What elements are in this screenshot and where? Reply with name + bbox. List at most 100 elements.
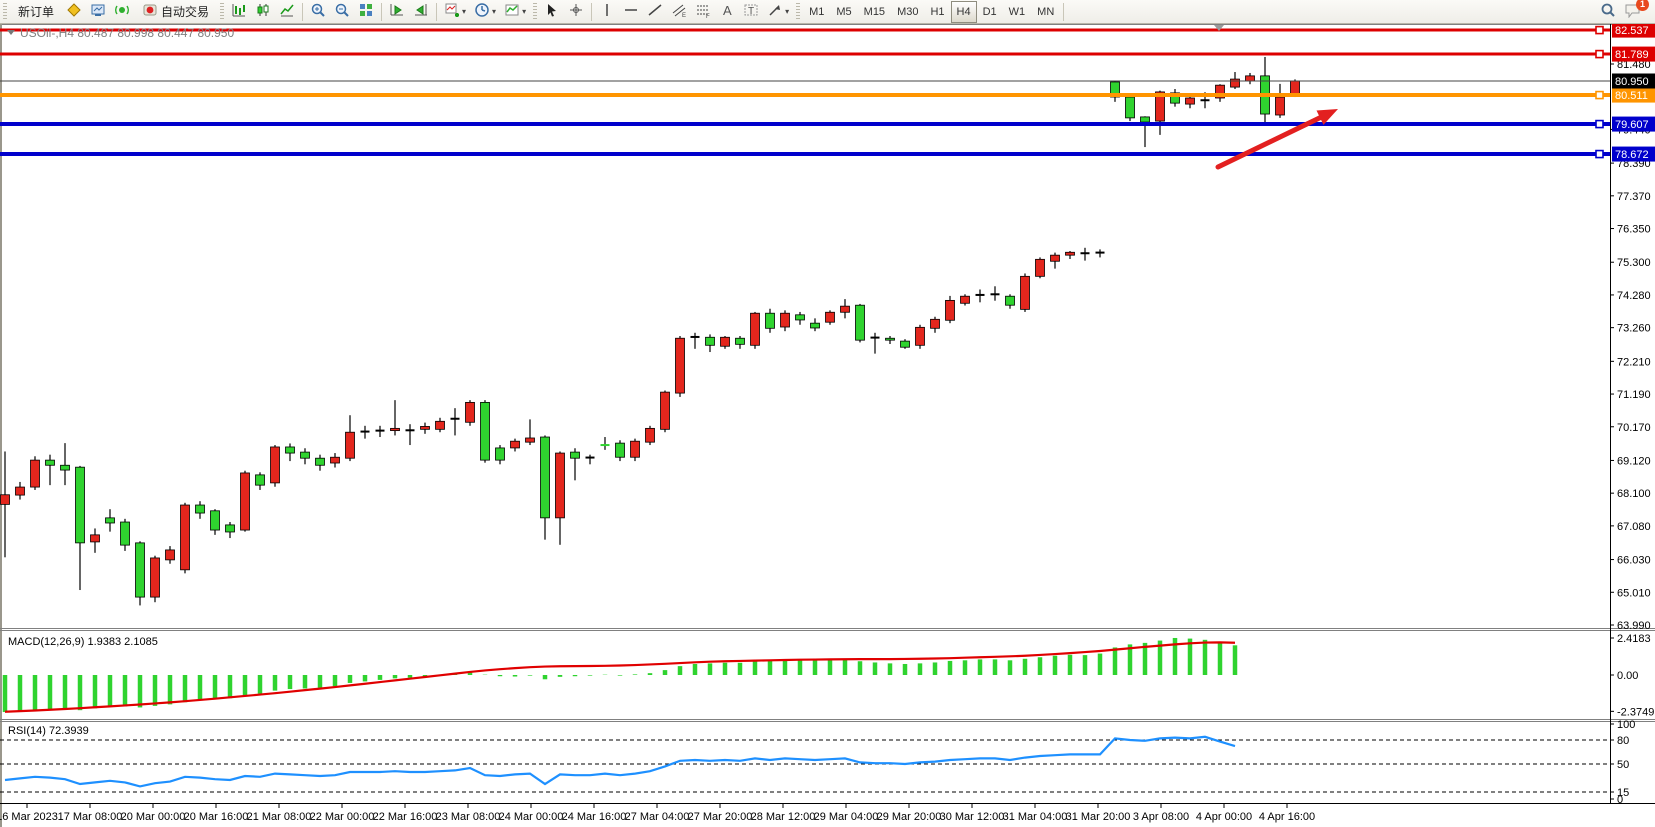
candle-body <box>525 437 535 443</box>
chart-shift-marker[interactable] <box>1214 25 1224 31</box>
arrows-button[interactable]: ▾ <box>764 1 792 23</box>
candle <box>270 445 280 487</box>
level-line-anchor[interactable] <box>1595 25 1604 35</box>
templates-button[interactable]: ▾ <box>501 1 529 23</box>
crosshair-icon <box>568 2 584 21</box>
timeframe-h1-button[interactable]: H1 <box>930 5 945 18</box>
history-center-button[interactable] <box>63 1 85 23</box>
fibonacci-button[interactable]: F <box>692 1 714 23</box>
candle-body <box>615 442 625 458</box>
line-chart-button[interactable] <box>276 1 298 23</box>
candle <box>570 448 580 481</box>
candlestick-icon <box>255 2 271 21</box>
arrow-shaft <box>1215 112 1328 170</box>
chart-shift-icon <box>413 2 429 21</box>
candle-body <box>30 459 40 488</box>
cursor-button[interactable] <box>541 1 563 23</box>
trendline-icon <box>647 2 663 21</box>
candle <box>1020 273 1030 312</box>
candle <box>15 481 25 500</box>
trendline-button[interactable] <box>644 1 666 23</box>
level-line-anchor[interactable] <box>1595 119 1604 129</box>
dropdown-caret-icon: ▾ <box>492 7 497 16</box>
notifications-button[interactable]: 1 <box>1621 0 1649 23</box>
candle-body <box>60 464 70 471</box>
candle-body <box>1125 96 1135 119</box>
crosshair-button[interactable] <box>565 1 587 23</box>
channel-button[interactable]: E <box>668 1 690 23</box>
timeframe-m5-button[interactable]: M5 <box>836 5 852 18</box>
candle <box>600 437 610 450</box>
candle-body <box>195 504 205 514</box>
timeframe-h4-button[interactable]: H4 <box>950 0 977 23</box>
candle-body <box>810 322 820 329</box>
candle <box>315 454 325 471</box>
macd-signal-line <box>4 641 1236 713</box>
candle-body <box>165 549 175 561</box>
level-price-label-box <box>1612 22 1655 38</box>
candle-body <box>1245 75 1255 82</box>
price-axis-tick-label: 71.190 <box>1617 389 1651 401</box>
periods-button[interactable]: ▾ <box>471 1 499 23</box>
price-axis-tick-label: 68.100 <box>1617 488 1651 500</box>
candle <box>135 541 145 606</box>
candle-body <box>1020 275 1030 310</box>
time-axis-label: 20 Mar 16:00 <box>184 811 249 823</box>
tile-windows-button[interactable] <box>355 1 377 23</box>
candle <box>615 440 625 462</box>
timeframe-m1-button[interactable]: M1 <box>809 5 825 18</box>
autotrade-button[interactable]: 自动交易 <box>135 1 216 23</box>
text-label-icon: T <box>743 2 759 21</box>
tile-windows-icon <box>358 2 374 21</box>
time-axis-label: 21 Mar 08:00 <box>247 811 312 823</box>
horizontal-line-button[interactable] <box>620 1 642 23</box>
text-button[interactable]: A <box>716 1 738 23</box>
bar-chart-button[interactable] <box>228 1 250 23</box>
vertical-line-button[interactable] <box>596 1 618 23</box>
timeframe-m30-button[interactable]: M30 <box>897 5 919 18</box>
new-order-button[interactable]: 新订单 <box>11 1 61 23</box>
macd-axis-label: 2.4183 <box>1617 633 1651 645</box>
candle-body <box>855 304 865 341</box>
timeframe-mn-button[interactable]: MN <box>1037 5 1055 18</box>
terminal-button[interactable] <box>87 1 109 23</box>
candle <box>705 334 715 353</box>
candlestick-button[interactable] <box>252 1 274 23</box>
text-label-button[interactable]: T <box>740 1 762 23</box>
candle <box>585 454 595 465</box>
candle <box>930 316 940 333</box>
price-axis-tick-label: 76.350 <box>1617 224 1651 236</box>
zoom-out-button[interactable] <box>331 1 353 23</box>
level-line-anchor[interactable] <box>1595 49 1604 59</box>
timeframe-w1-button[interactable]: W1 <box>1008 5 1026 18</box>
trend-arrow-annotation[interactable] <box>1215 109 1338 170</box>
toolbar-separator <box>302 2 304 21</box>
signals-button[interactable] <box>111 1 133 23</box>
level-line-anchor[interactable] <box>1595 90 1604 100</box>
search-button[interactable] <box>1597 1 1619 23</box>
candle-body <box>1170 92 1180 104</box>
candle <box>1185 95 1195 109</box>
zoom-in-button[interactable] <box>307 1 329 23</box>
candle-body <box>630 440 640 458</box>
toolbar-grip <box>3 2 7 21</box>
one-click-trading-arrow-icon[interactable] <box>7 30 15 35</box>
indicators-button[interactable]: ▾ <box>441 1 469 23</box>
timeframe-d1-button[interactable]: D1 <box>982 5 997 18</box>
timeframe-m15-button[interactable]: M15 <box>863 5 886 18</box>
new-order-label: 新订单 <box>18 5 55 19</box>
time-axis-label: 24 Mar 00:00 <box>499 811 564 823</box>
candle-body <box>345 431 355 459</box>
chart-shift-button[interactable] <box>410 1 432 23</box>
auto-scroll-button[interactable] <box>386 1 408 23</box>
candle-body <box>1035 258 1045 277</box>
cursor-icon <box>544 2 560 21</box>
rsi-label: RSI(14) 72.3939 <box>8 725 89 737</box>
candle <box>960 294 970 306</box>
level-line-anchor[interactable] <box>1595 149 1604 159</box>
toolbar-grip <box>796 2 801 21</box>
candle <box>915 324 925 349</box>
candle-body <box>1005 295 1015 306</box>
